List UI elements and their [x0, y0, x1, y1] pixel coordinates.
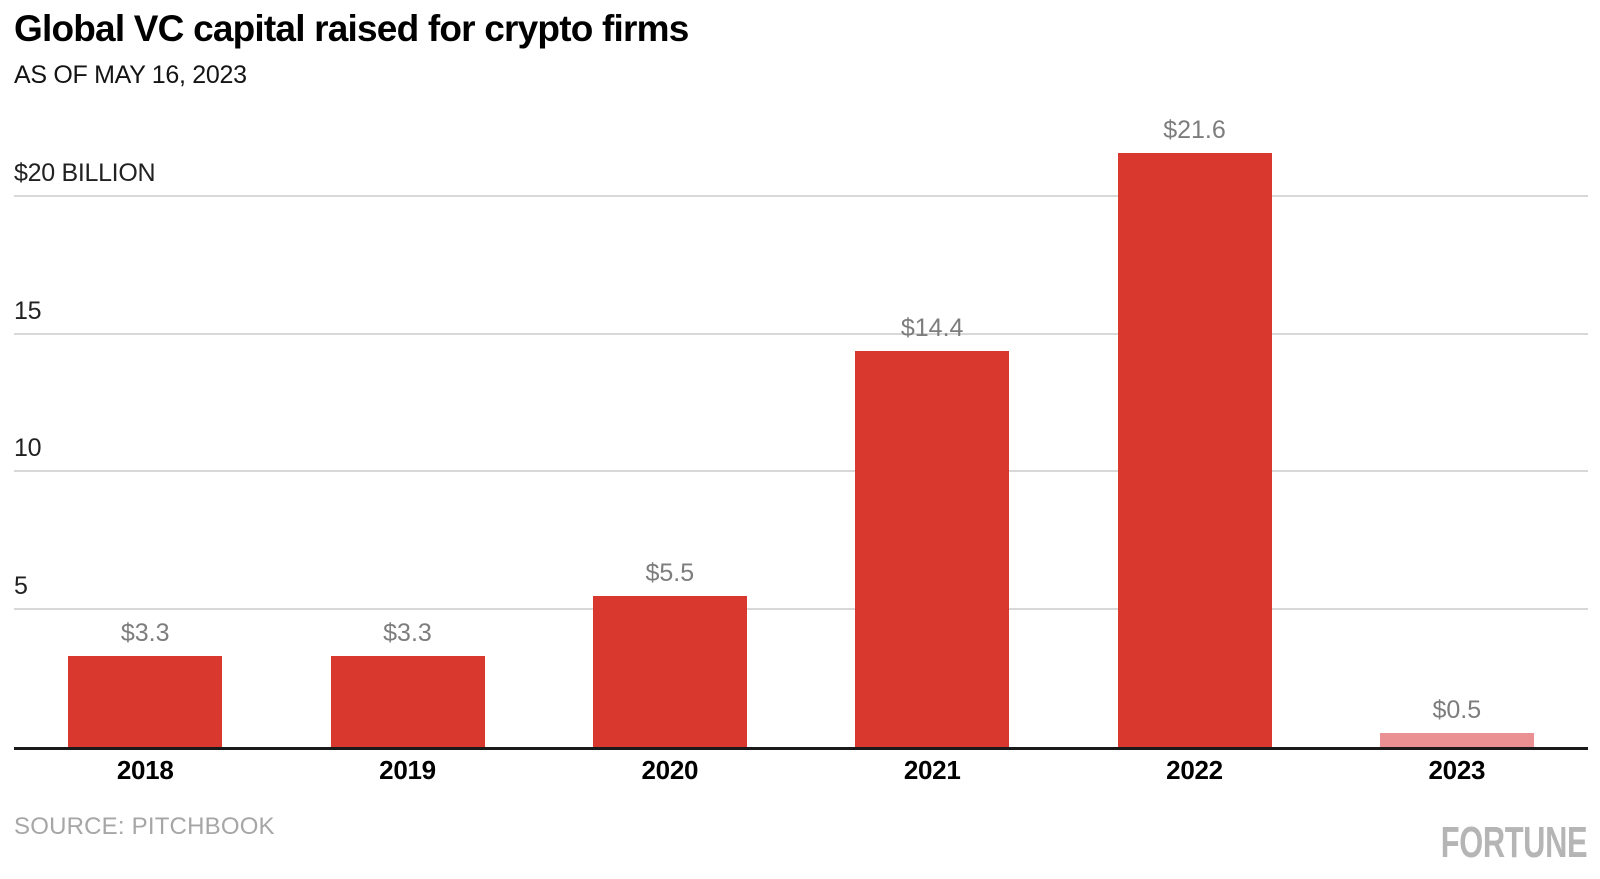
y-axis-tick-label: $20 BILLION: [14, 159, 156, 187]
y-axis-tick-label: 15: [14, 296, 42, 325]
fortune-logo: FORTUNE: [1440, 818, 1588, 867]
bar-value-label-2023: $0.5: [1432, 696, 1482, 725]
bar-2020: [592, 595, 747, 747]
x-axis-tick-label-2022: 2022: [1166, 755, 1223, 785]
x-axis-tick-label-2019: 2019: [379, 755, 436, 785]
bar-value-label-2018: $3.3: [120, 619, 170, 648]
bar-2021: [855, 351, 1010, 747]
gridline-10: [14, 470, 1588, 472]
x-axis-line: [14, 747, 1588, 750]
y-axis-tick-label: 10: [14, 434, 42, 462]
x-axis-tick-label-2023: 2023: [1428, 755, 1486, 785]
gridline-20: [14, 195, 1588, 197]
x-axis-tick-label-2020: 2020: [641, 755, 699, 785]
chart-title: Global VC capital raised for crypto firm…: [14, 8, 689, 49]
gridline-5: [14, 607, 1588, 610]
bar-value-label-2019: $3.3: [383, 619, 432, 648]
y-axis-tick-label: 5: [14, 571, 28, 600]
bar-2018: [68, 656, 223, 747]
bar-value-label-2022: $21.6: [1163, 116, 1226, 144]
bar-2023: [1379, 733, 1534, 747]
bar-value-label-2021: $14.4: [900, 314, 964, 342]
bar-2022: [1117, 153, 1272, 747]
chart-subtitle: AS OF MAY 16, 2023: [14, 61, 247, 89]
x-axis-tick-label-2021: 2021: [903, 755, 961, 785]
bar-2019: [330, 656, 485, 747]
source-label: SOURCE: PITCHBOOK: [14, 813, 275, 840]
gridline-15: [14, 332, 1588, 335]
bar-value-label-2020: $5.5: [645, 558, 695, 587]
x-axis-tick-label-2018: 2018: [116, 755, 174, 785]
